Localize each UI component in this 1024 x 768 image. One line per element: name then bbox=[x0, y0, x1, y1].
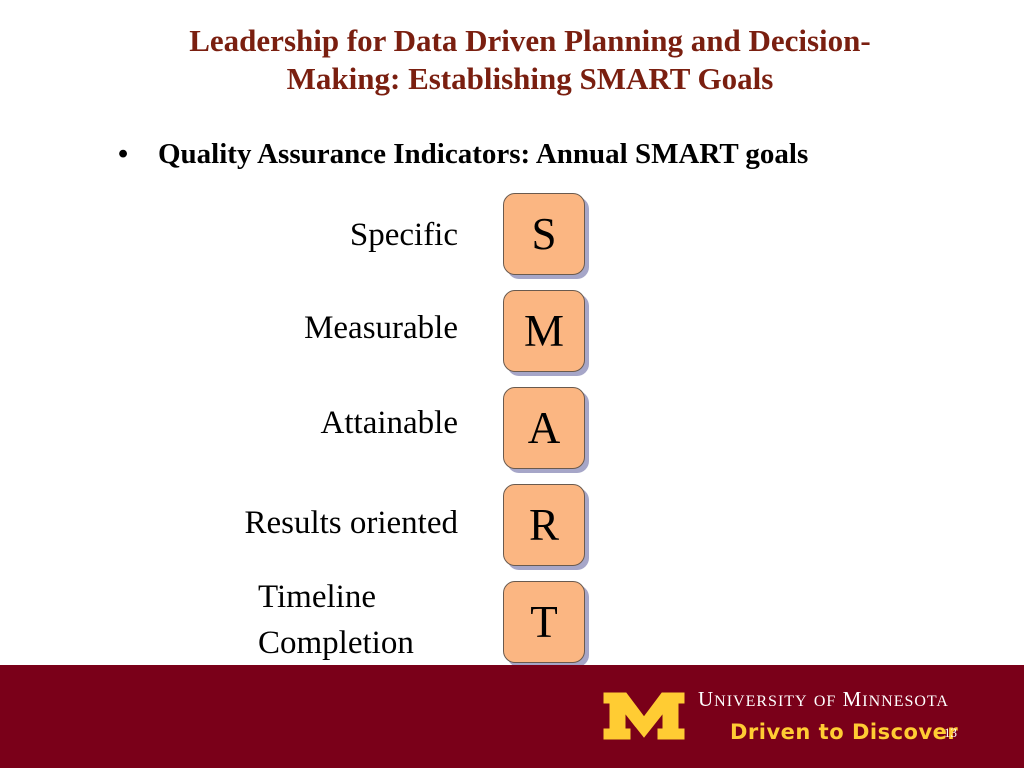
smart-label-measurable: Measurable bbox=[304, 310, 458, 346]
footer-bar: UNIVERSITY OF MINNESOTA Driven to Discov… bbox=[0, 665, 1024, 768]
smart-tile-m: M bbox=[503, 290, 585, 372]
university-name-part-2: MINNESOTA bbox=[842, 687, 949, 711]
page-number: 13 bbox=[944, 725, 957, 740]
smart-label-timeline-line-1: Timeline bbox=[258, 579, 376, 615]
smart-label-timeline-line-2: Completion bbox=[258, 625, 414, 661]
smart-tile-t: T bbox=[503, 581, 585, 663]
university-tagline: Driven to Discover bbox=[730, 720, 959, 744]
bullet-item: • Quality Assurance Indicators: Annual SM… bbox=[118, 138, 808, 171]
slide-title-line-1: Leadership for Data Driven Planning and … bbox=[189, 23, 871, 58]
smart-label-results-oriented: Results oriented bbox=[244, 505, 458, 541]
university-name-of: OF bbox=[813, 693, 837, 710]
smart-tile-r: R bbox=[503, 484, 585, 566]
bullet-marker: • bbox=[118, 138, 129, 170]
bullet-text: Quality Assurance Indicators: Annual SMA… bbox=[158, 138, 809, 170]
university-name-part-1: UNIVERSITY bbox=[698, 687, 808, 711]
university-name: UNIVERSITY OF MINNESOTA bbox=[698, 687, 949, 712]
smart-label-specific: Specific bbox=[349, 217, 458, 253]
slide-title: Leadership for Data Driven Planning and … bbox=[60, 22, 1000, 98]
university-m-logo-icon bbox=[603, 692, 685, 740]
smart-tile-s: S bbox=[503, 193, 585, 275]
slide-title-line-2: Making: Establishing SMART Goals bbox=[286, 61, 774, 96]
smart-tile-a: A bbox=[503, 387, 585, 469]
smart-label-timeline: Timeline Completion bbox=[258, 574, 414, 666]
smart-label-attainable: Attainable bbox=[320, 405, 458, 441]
